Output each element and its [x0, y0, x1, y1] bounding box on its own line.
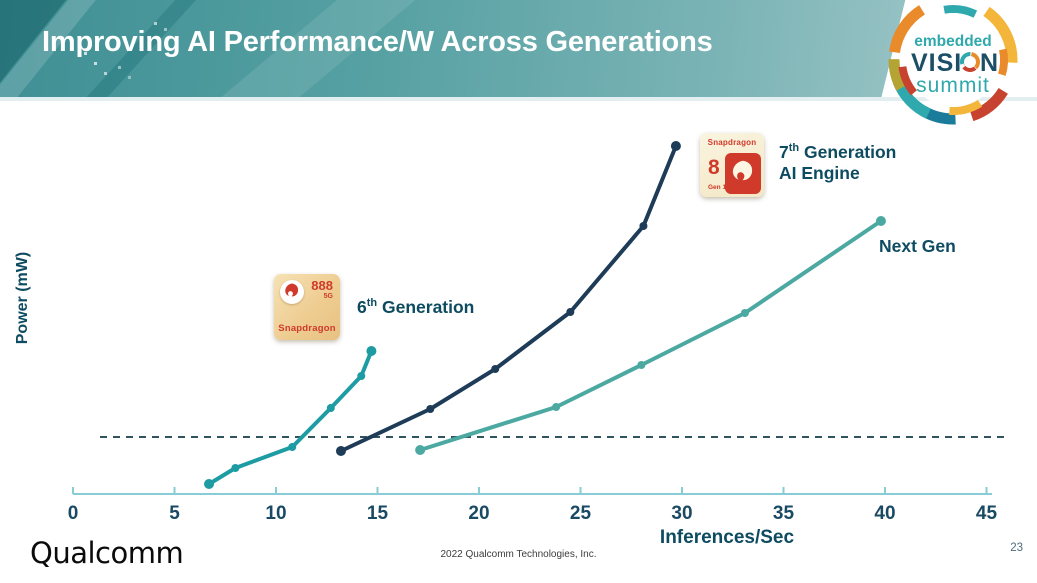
- page-number: 23: [1010, 542, 1023, 554]
- x-axis-tick-label: 45: [976, 503, 998, 524]
- series-label-6th-generation: 6th Generation: [357, 297, 474, 318]
- qualcomm-logo: Qualcomm: [30, 536, 184, 570]
- data-point-next-gen: [875, 216, 886, 226]
- gen6-text: Generation: [377, 297, 475, 317]
- chip-sub: 5G: [323, 293, 333, 300]
- data-point-7th-generation-ai-engine: [426, 405, 435, 413]
- series-label-next-gen: Next Gen: [879, 236, 956, 256]
- slide-title: Improving AI Performance/W Across Genera…: [42, 26, 713, 58]
- gen7-text-line2: AI Engine: [779, 162, 860, 183]
- chip-model: 8: [708, 156, 720, 179]
- data-point-6th-generation: [326, 404, 335, 412]
- snapdragon-fireball-icon: [725, 153, 761, 194]
- x-axis-tick-label: 20: [468, 503, 489, 524]
- footer-copyright: 2022 Qualcomm Technologies, Inc.: [440, 549, 597, 560]
- data-point-next-gen: [740, 309, 749, 317]
- data-point-6th-generation: [288, 443, 297, 451]
- gen7-sup: th: [788, 142, 800, 154]
- snapdragon-fireball-icon: [280, 280, 304, 304]
- chip-model: 888: [311, 278, 333, 293]
- data-point-7th-generation-ai-engine: [670, 141, 681, 151]
- data-point-6th-generation: [357, 372, 366, 380]
- data-point-6th-generation: [231, 464, 240, 472]
- embedded-vision-summit-logo: embedded VISI N summit: [888, 0, 1018, 125]
- x-axis-tick-label: 15: [367, 503, 389, 524]
- header-decoration-dots: [84, 52, 87, 55]
- chip-brand: Snapdragon: [278, 323, 336, 334]
- gen6-number: 6: [357, 297, 367, 317]
- series-6th-generation: [204, 346, 377, 489]
- x-axis-tick-label: 25: [570, 503, 592, 524]
- series-line-next-gen: [418, 219, 883, 452]
- logo-word-vision-part1: VISI: [911, 49, 962, 77]
- series-line-7th-generation-ai-engine: [338, 144, 678, 453]
- series-line-6th-generation: [207, 349, 374, 486]
- x-axis-tick-label: 5: [169, 503, 180, 524]
- x-axis-tick-label: 30: [671, 503, 692, 524]
- data-point-7th-generation-ai-engine: [639, 222, 648, 230]
- x-axis-label: Inferences/Sec: [659, 527, 795, 548]
- data-point-6th-generation: [204, 479, 215, 489]
- data-point-7th-generation-ai-engine: [566, 308, 575, 316]
- x-axis-tick-label: 10: [265, 503, 286, 524]
- series-label-7th-generation: 7th Generation AI Engine: [779, 138, 896, 184]
- logo-word-embedded: embedded: [914, 33, 992, 50]
- header-banner: Improving AI Performance/W Across Genera…: [0, 0, 906, 97]
- gen7-number: 7: [779, 141, 789, 162]
- x-axis-tick-label: 35: [773, 503, 795, 524]
- series-7th-generation-ai-engine: [335, 141, 681, 456]
- y-axis-label: Power (mW): [14, 251, 31, 345]
- logo-word-vision-part2: N: [980, 49, 998, 77]
- header-divider: [0, 97, 1037, 101]
- data-point-7th-generation-ai-engine: [491, 365, 500, 373]
- chip-sub: Gen 1: [708, 184, 727, 191]
- snapdragon-8-gen1-chip-badge: Snapdragon 8 Gen 1: [700, 133, 764, 197]
- x-axis-tick-label: 0: [68, 503, 79, 524]
- chip-brand: Snapdragon: [707, 138, 757, 147]
- gen6-sup: th: [366, 297, 378, 310]
- data-point-next-gen: [637, 361, 646, 369]
- x-axis-tick-label: 40: [874, 503, 895, 524]
- data-point-6th-generation: [366, 346, 377, 356]
- logo-center-circle: [906, 13, 1000, 107]
- snapdragon-888-chip-badge: 888 5G Snapdragon: [274, 274, 340, 340]
- series-next-gen: [415, 216, 886, 455]
- data-point-next-gen: [415, 445, 426, 455]
- x-axis: 0 5 10 15 20 25 30 35 40 45: [68, 487, 998, 524]
- logo-word-summit: summit: [916, 74, 990, 97]
- data-point-7th-generation-ai-engine: [335, 446, 346, 456]
- gen7-text: Generation: [799, 141, 897, 162]
- data-point-next-gen: [552, 403, 561, 411]
